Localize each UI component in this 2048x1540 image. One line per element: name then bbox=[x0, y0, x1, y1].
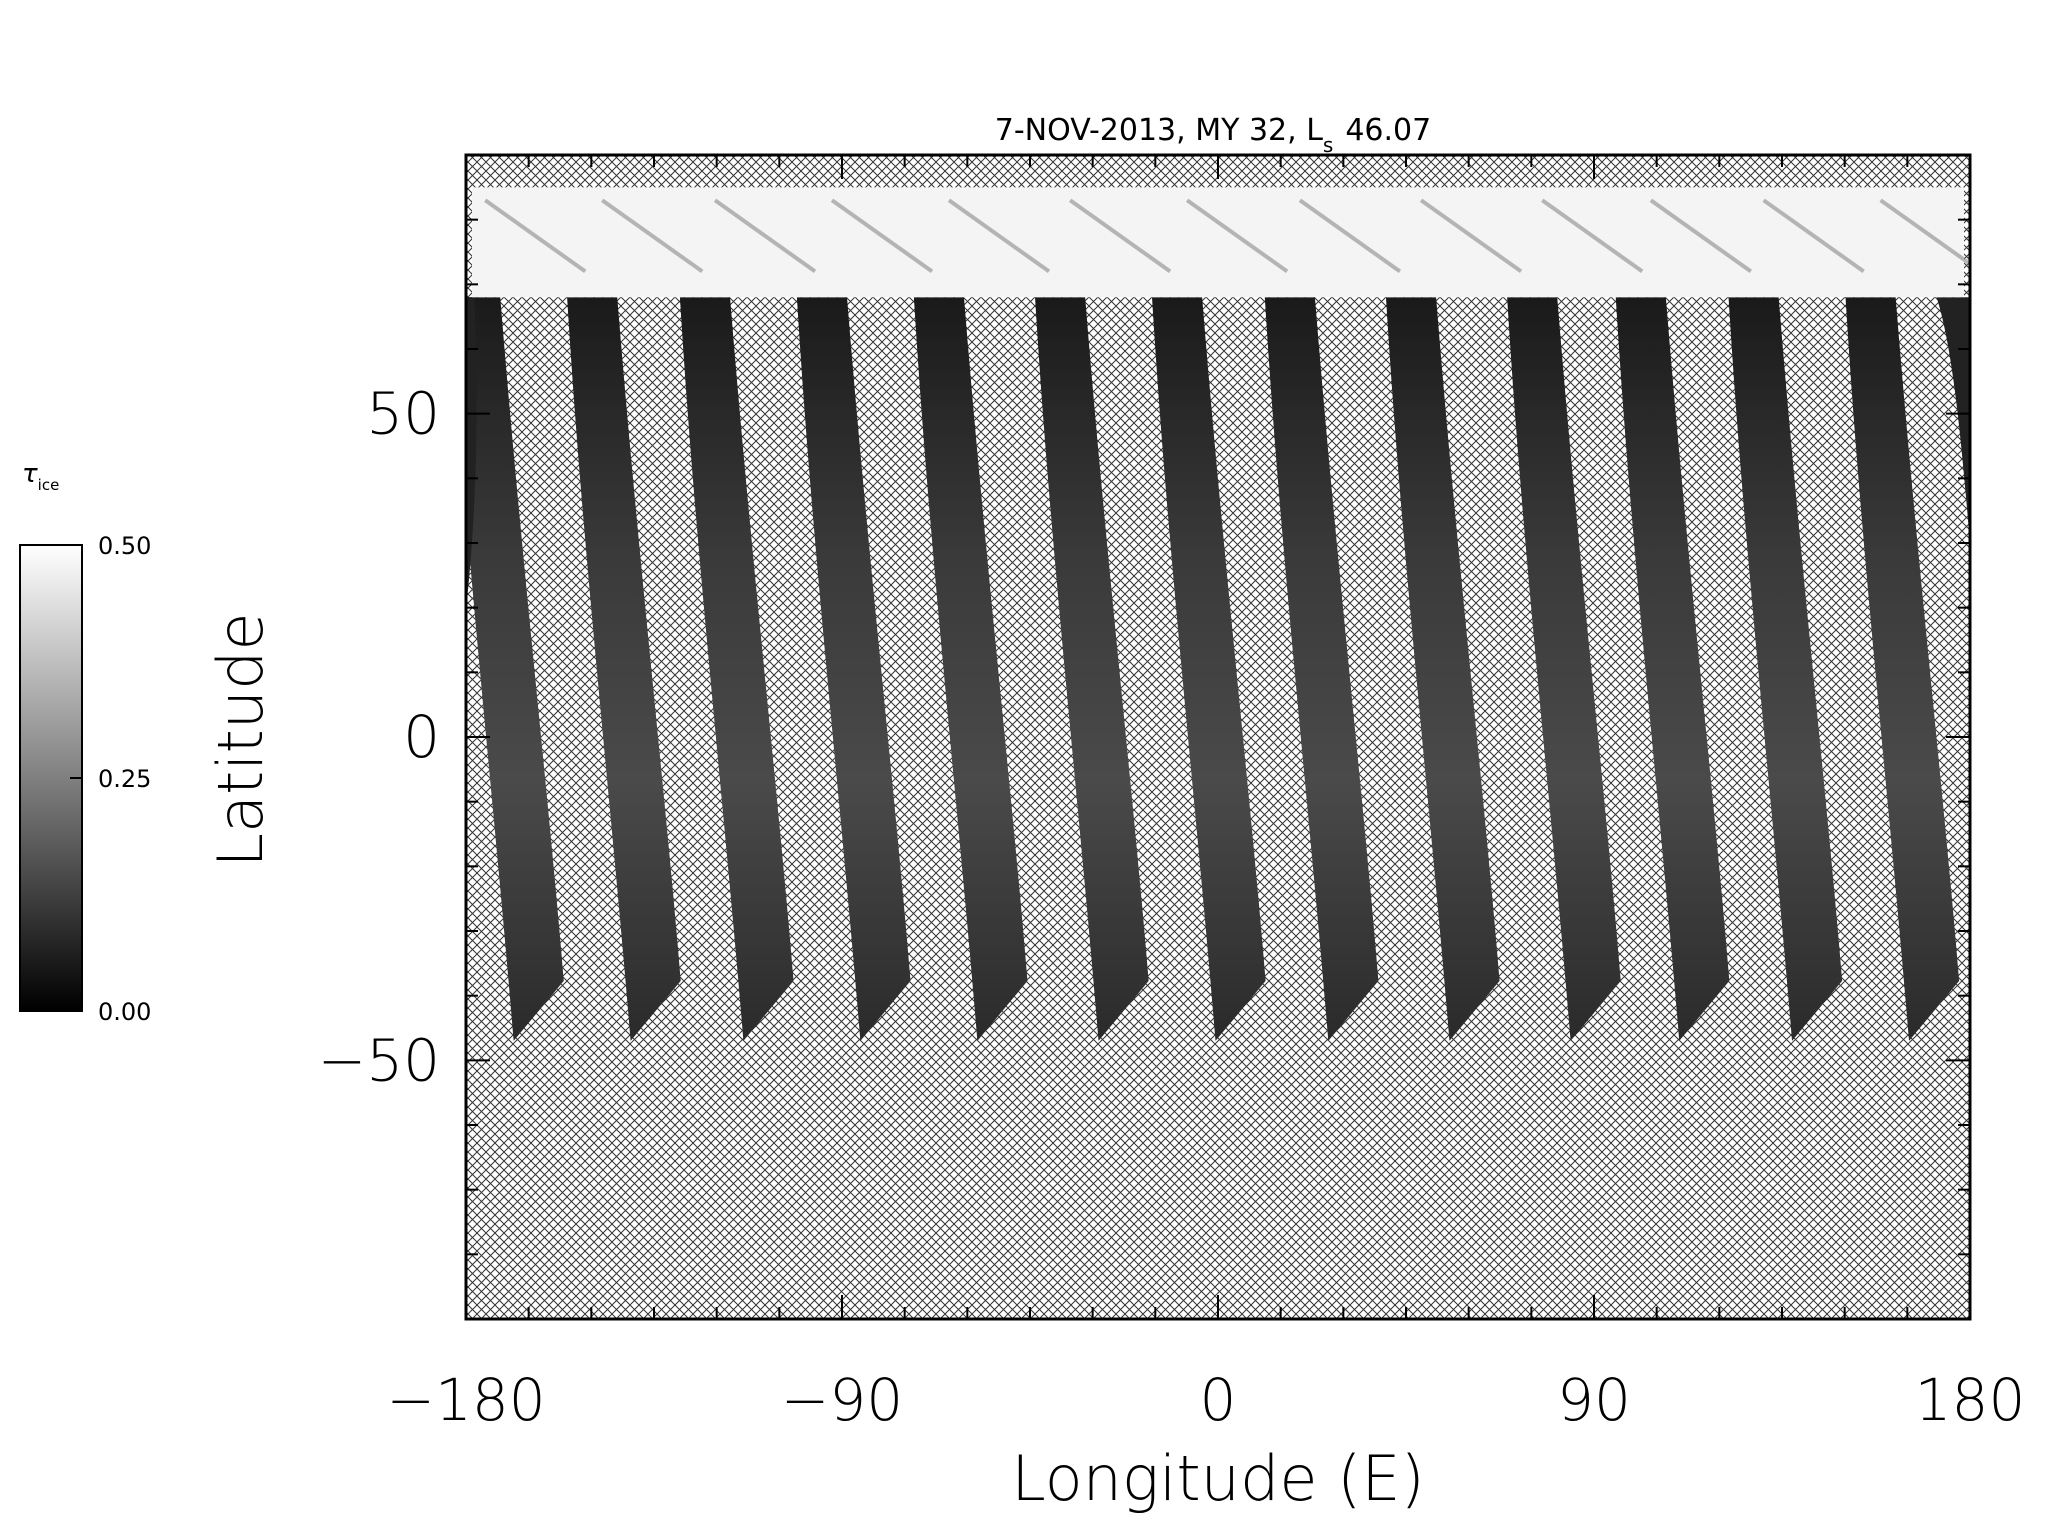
colorbar: τice 0.00 0.25 0.50 bbox=[19, 459, 151, 1026]
cap-streak-3 bbox=[713, 198, 817, 274]
cap-streak-4 bbox=[830, 198, 934, 274]
swath-8 bbox=[1264, 297, 1379, 1041]
y-axis-label: Latitude bbox=[204, 612, 277, 867]
colorbar-tick-label: 0.00 bbox=[98, 998, 151, 1026]
colorbar-tick-label: 0.25 bbox=[98, 765, 151, 793]
y-axis-ticks: −50 0 50 bbox=[318, 154, 1970, 1320]
x-tick-label: −90 bbox=[781, 1366, 903, 1434]
swath-10 bbox=[1507, 297, 1621, 1041]
chart-title: 7-NOV-2013, MY 32, Ls 46.07 bbox=[995, 113, 1431, 157]
x-tick-label: −180 bbox=[386, 1366, 545, 1434]
cap-streak-8 bbox=[1298, 198, 1402, 274]
swath-11 bbox=[1615, 297, 1730, 1041]
title-subscript: s bbox=[1323, 133, 1333, 157]
cap-streak-10 bbox=[1541, 198, 1644, 274]
y-tick-label: 0 bbox=[403, 703, 440, 771]
colorbar-subscript: ice bbox=[38, 476, 60, 494]
swath-edge-east bbox=[1936, 297, 1970, 543]
swath-12 bbox=[1728, 297, 1843, 1041]
swath-6 bbox=[1035, 297, 1149, 1041]
swath-7 bbox=[1151, 297, 1266, 1041]
cap-streak-12 bbox=[1762, 198, 1865, 274]
x-tick-label: 0 bbox=[1200, 1366, 1237, 1434]
swath-1 bbox=[466, 297, 564, 1041]
swath-4 bbox=[796, 297, 911, 1041]
cap-streak-2 bbox=[601, 198, 704, 274]
colorbar-ticks: 0.00 0.25 0.50 bbox=[70, 532, 151, 1026]
cap-streak-9 bbox=[1419, 198, 1523, 274]
swath-layer bbox=[466, 297, 1970, 1041]
title-main: 7-NOV-2013, MY 32, L bbox=[995, 113, 1323, 148]
x-tick-label: 180 bbox=[1915, 1366, 2026, 1434]
colorbar-gradient bbox=[19, 544, 83, 1012]
x-tick-label: 90 bbox=[1557, 1366, 1631, 1434]
cap-streak-7 bbox=[1185, 198, 1289, 274]
cap-streak-11 bbox=[1649, 198, 1752, 274]
title-value: 46.07 bbox=[1345, 113, 1431, 148]
colorbar-title: τice bbox=[22, 459, 59, 494]
swath-9 bbox=[1385, 297, 1500, 1041]
swath-2 bbox=[567, 297, 681, 1041]
cap-streak-5 bbox=[947, 198, 1051, 274]
x-axis-label: Longitude (E) bbox=[1011, 1442, 1424, 1515]
x-axis-ticks: −180 −90 0 90 180 bbox=[386, 155, 2025, 1434]
y-tick-label: 50 bbox=[366, 380, 440, 448]
y-tick-label: −50 bbox=[318, 1026, 440, 1094]
swath-edge-west bbox=[466, 297, 477, 608]
polar-cap-band bbox=[472, 187, 1964, 298]
cap-streak-1 bbox=[484, 198, 587, 274]
colorbar-tick-label: 0.50 bbox=[98, 532, 151, 560]
colorbar-symbol: τ bbox=[22, 459, 38, 489]
swath-5 bbox=[913, 297, 1028, 1041]
swath-13 bbox=[1845, 297, 1960, 1041]
swath-3 bbox=[679, 297, 794, 1041]
cap-streak-6 bbox=[1068, 198, 1172, 274]
